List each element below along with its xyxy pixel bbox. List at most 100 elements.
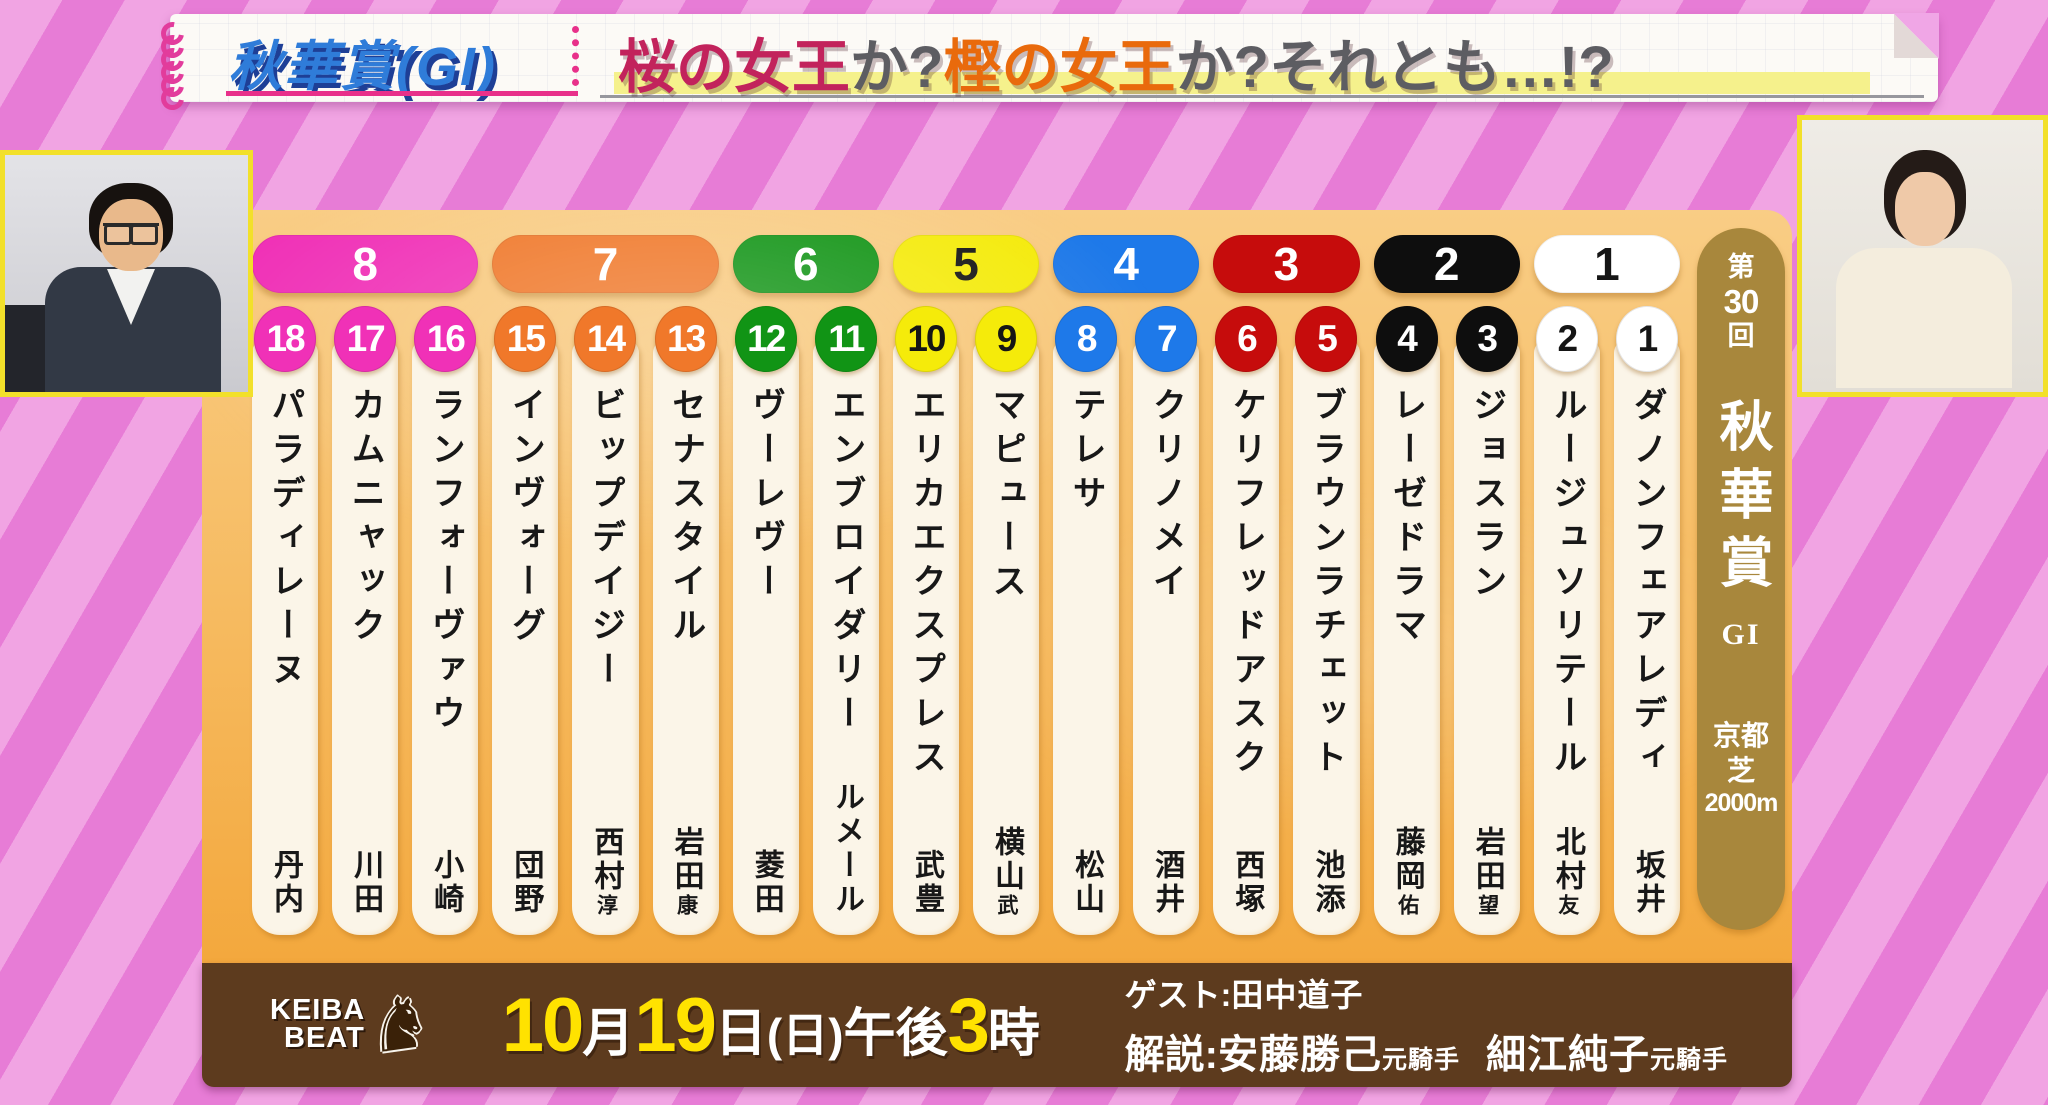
header-card: 秋華賞(GI) 桜の女王か?樫の女王か?それとも…!? [156, 13, 1939, 115]
horse-number-badge: 8 [1055, 306, 1118, 372]
horse-column: 5 ブラウンラチェット池添 [1293, 306, 1360, 936]
horse-column: 13 セナスタイル岩田康 [652, 306, 719, 936]
horse-name: マピュース [987, 387, 1026, 607]
jockey-name: ルメール [829, 781, 863, 917]
horse-name: レーゼドラマ [1387, 387, 1426, 651]
horse-number-badge: 1 [1615, 306, 1678, 372]
horse-column: 1 ダノンフェアレディ坂井 [1613, 306, 1680, 936]
horse-number-badge: 7 [1135, 306, 1198, 372]
horse-number-badge: 4 [1375, 306, 1438, 372]
jockey-name: 団野 [509, 849, 543, 917]
frame-pill: 1 [1533, 235, 1680, 293]
horse-columns: 18 パラディレーヌ 丹内 17 カムニャック 川田 16 ランフォーヴァウ 小崎 15 イン… [252, 306, 1680, 936]
jockey-name: 横山武 [990, 826, 1024, 917]
headline-highlight [614, 72, 1870, 94]
horse-column: 8 テレサ松山 [1053, 306, 1120, 936]
horse-number-badge: 17 [334, 306, 397, 372]
headline-underline [600, 95, 1924, 98]
jockey-name: 丹内 [269, 849, 303, 917]
guest-info: ゲスト:田中道子 解説:安藤勝己元騎手 細江純子元騎手 [1125, 970, 1728, 1080]
horse-column: 16 ランフォーヴァウ 小崎 [412, 306, 479, 936]
horse-number-badge: 15 [494, 306, 557, 372]
horse-name: ヴーレヴー [746, 387, 785, 607]
jockey-name: 松山 [1070, 849, 1104, 917]
horse-number-badge: 11 [814, 306, 877, 372]
jockey-name: 池添 [1310, 849, 1344, 917]
race-label: 秋華賞(GI) [228, 37, 497, 97]
horse-name: クリノメイ [1147, 387, 1186, 607]
headline-part: か?それとも…!? [1175, 35, 1614, 100]
headline: 桜の女王か?樫の女王か?それとも…!? [618, 20, 1614, 104]
jockey-name: 西塚 [1230, 849, 1264, 917]
jockey-name: 武豊 [909, 849, 943, 917]
headline-part: 樫の女王 [943, 35, 1176, 100]
jockey-name: 西村淳 [589, 826, 623, 917]
horse-column: 3 ジョスラン 岩田望 [1453, 306, 1520, 936]
guest-face [1895, 172, 1955, 246]
horse-number-badge: 18 [254, 306, 317, 372]
horse-number-badge: 13 [654, 306, 717, 372]
horse-number-badge: 16 [414, 306, 477, 372]
horse-number-badge: 10 [894, 306, 957, 372]
horse-name: エンブロイダリー [826, 387, 865, 739]
horse-column: 4 レーゼドラマ藤岡佑 [1373, 306, 1440, 936]
horse-name: ビップデイジー [586, 387, 625, 695]
horse-number-badge: 14 [574, 306, 637, 372]
race-grade: GI [1721, 618, 1761, 652]
race-edition: 第 30 回 [1723, 252, 1760, 351]
horse-name: ケリフレッドアスク [1227, 387, 1266, 783]
guest-commentator-camera [1797, 115, 2048, 397]
horse-column: 9 マピュース横山武 [973, 306, 1040, 936]
jockey-name: 坂井 [1630, 849, 1664, 917]
jockey-name: 岩田康 [669, 826, 703, 917]
guest-line: ゲスト:田中道子 [1124, 977, 1364, 1013]
headline-part: か? [850, 35, 944, 100]
race-card-panel: 8 7 6 5 4 3 2 1 18 パラディレーヌ 丹内 17 カムニャック 川田 1… [202, 210, 1792, 963]
frame-pill: 6 [732, 235, 879, 293]
footer-bar: KEIBA BEAT ♞ 10 月 19 日 (日) 午後 3 時 ゲスト:田中… [202, 963, 1792, 1087]
guest-body [1836, 248, 2012, 388]
race-name-vertical: 秋華賞 [1711, 398, 1771, 603]
jockey-name: 菱田 [749, 849, 783, 917]
horse-icon: ♞ [361, 980, 438, 1070]
horse-column: 14 ビップデイジー西村淳 [572, 306, 639, 936]
horse-name: インヴォーグ [506, 387, 545, 651]
dotted-divider [572, 26, 579, 86]
horse-number-badge: 6 [1215, 306, 1278, 372]
commentary-line: 解説:安藤勝己元騎手 細江純子元騎手 [1124, 1033, 1728, 1077]
horse-column: 10 エリカエクスプレス武豊 [892, 306, 959, 936]
horse-column: 11 エンブロイダリールメール [812, 306, 879, 936]
horse-name: テレサ [1067, 387, 1106, 519]
keiba-beat-logo: KEIBA BEAT ♞ [270, 980, 438, 1070]
horse-column: 7 クリノメイ酒井 [1133, 306, 1200, 936]
horse-number-badge: 5 [1295, 306, 1358, 372]
horse-name: セナスタイル [666, 387, 705, 651]
horse-number-badge: 9 [975, 306, 1038, 372]
horse-number-badge: 12 [734, 306, 797, 372]
frame-pill: 7 [492, 235, 719, 293]
horse-number-badge: 3 [1455, 306, 1518, 372]
horse-name: パラディレーヌ [266, 387, 305, 695]
horse-name: ランフォーヴァウ [426, 387, 465, 739]
race-label-underline [226, 91, 578, 96]
studio-host-camera [0, 150, 253, 397]
horse-column: 17 カムニャック 川田 [332, 306, 399, 936]
horse-name: エリカエクスプレス [906, 387, 945, 783]
horse-name: ダノンフェアレディ [1627, 387, 1666, 783]
jockey-name: 藤岡佑 [1390, 826, 1424, 917]
frame-pill: 3 [1213, 235, 1360, 293]
headline-part: 桜の女王 [618, 35, 851, 100]
horse-column: 2 ルージュソリテール 北村友 [1533, 306, 1600, 936]
horse-column: 15 インヴォーグ団野 [492, 306, 559, 936]
horse-column: 6 ケリフレッドアスク西塚 [1213, 306, 1280, 936]
jockey-name: 北村友 [1550, 826, 1584, 917]
jockey-name: 酒井 [1150, 849, 1184, 917]
glasses-icon [103, 223, 159, 245]
race-course: 京都 芝 2000m [1704, 720, 1779, 818]
horse-name: ブラウンラチェット [1307, 387, 1346, 783]
frame-pill: 5 [892, 235, 1040, 293]
jockey-name: 川田 [349, 849, 383, 917]
horse-column: 12 ヴーレヴー菱田 [732, 306, 799, 936]
frame-pill: 8 [252, 235, 479, 293]
